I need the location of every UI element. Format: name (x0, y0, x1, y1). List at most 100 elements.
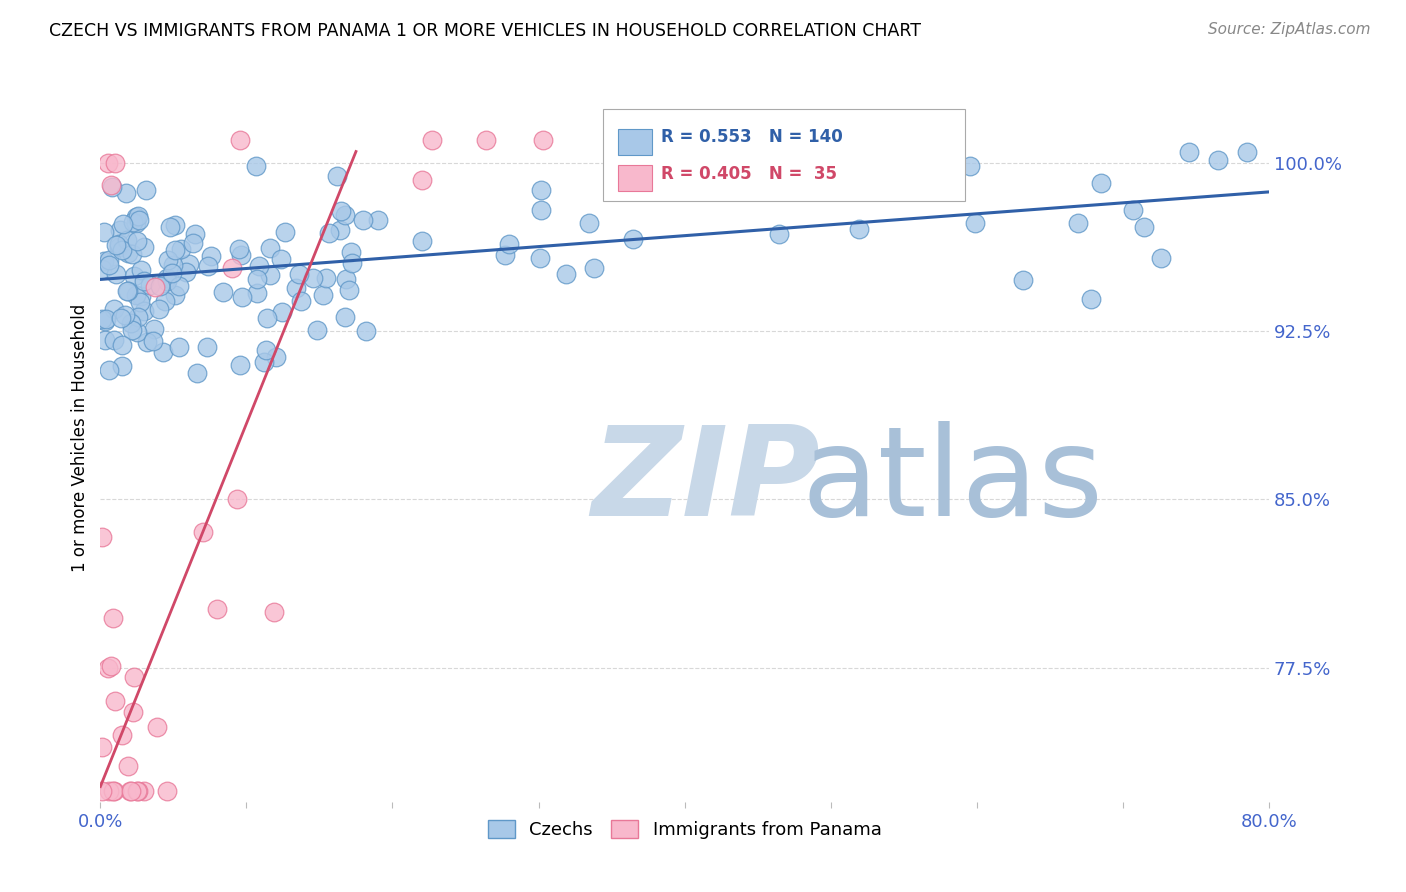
Point (157, 252, 180, 267)
Point (335, 272, 357, 286)
Point (139, 278, 162, 293)
Point (104, 155, 127, 169)
Point (254, 343, 277, 357)
Point (494, 248, 516, 262)
Point (288, 267, 311, 281)
Point (153, 293, 176, 308)
Point (554, 267, 576, 281)
Text: R = 0.553   N = 140: R = 0.553 N = 140 (661, 128, 844, 146)
Point (156, 784, 179, 798)
FancyBboxPatch shape (603, 110, 965, 201)
Point (177, 257, 200, 271)
Point (127, 210, 149, 224)
Point (1178, 145, 1201, 159)
Point (115, 285, 138, 299)
Point (117, 246, 139, 260)
Point (103, 611, 125, 625)
Point (274, 225, 297, 239)
Point (114, 186, 136, 200)
Point (197, 259, 219, 273)
Point (120, 784, 142, 798)
Point (531, 133, 554, 147)
Point (121, 316, 143, 330)
Point (120, 784, 142, 798)
Point (205, 602, 228, 616)
Point (229, 248, 252, 262)
Point (329, 204, 352, 219)
Point (146, 720, 169, 734)
Point (104, 267, 127, 281)
Point (271, 305, 294, 319)
Point (1206, 153, 1229, 168)
Point (94, 333, 117, 347)
Point (1090, 176, 1112, 190)
Text: atlas: atlas (801, 421, 1104, 541)
Point (530, 183, 553, 197)
Point (98, 784, 121, 798)
Point (315, 271, 337, 285)
Point (174, 265, 197, 279)
Point (143, 279, 166, 293)
Point (264, 350, 287, 364)
Point (529, 251, 551, 265)
Point (333, 208, 356, 222)
Point (103, 784, 125, 798)
Point (93, 314, 115, 328)
Point (200, 249, 222, 263)
Point (163, 219, 186, 233)
Point (129, 288, 152, 302)
Point (103, 333, 125, 347)
Point (337, 283, 360, 297)
Point (112, 217, 135, 231)
Point (212, 285, 235, 299)
Point (170, 242, 193, 256)
Point (411, 173, 433, 187)
Point (90, 312, 112, 326)
Point (121, 323, 143, 337)
Point (100, 659, 122, 673)
Point (229, 359, 252, 373)
Point (256, 311, 278, 326)
Point (97, 660, 120, 674)
Point (339, 244, 361, 259)
Point (121, 246, 143, 260)
Point (318, 226, 340, 240)
Point (127, 310, 149, 325)
Point (1122, 203, 1144, 218)
Point (259, 268, 281, 283)
Point (135, 183, 157, 197)
Point (186, 367, 208, 381)
Point (1236, 145, 1258, 159)
Point (325, 169, 347, 183)
Point (107, 239, 129, 253)
Point (290, 293, 312, 308)
Text: CZECH VS IMMIGRANTS FROM PANAMA 1 OR MORE VEHICLES IN HOUSEHOLD CORRELATION CHAR: CZECH VS IMMIGRANTS FROM PANAMA 1 OR MOR… (49, 22, 921, 40)
Point (97, 253, 120, 268)
Point (333, 310, 356, 325)
Point (124, 216, 146, 230)
Point (231, 290, 253, 304)
Point (90, 784, 112, 798)
Point (160, 266, 183, 280)
Point (128, 213, 150, 227)
Point (114, 308, 136, 322)
Legend: Czechs, Immigrants from Panama: Czechs, Immigrants from Panama (482, 814, 887, 845)
Point (93, 254, 115, 268)
Point (132, 784, 155, 798)
Point (143, 321, 166, 335)
Point (245, 159, 267, 173)
Point (111, 728, 134, 742)
Point (127, 784, 149, 798)
Point (132, 274, 155, 288)
Point (135, 334, 157, 349)
Point (195, 340, 218, 354)
Point (169, 340, 191, 354)
Point (128, 294, 150, 309)
Point (90, 262, 112, 277)
Point (122, 705, 145, 719)
Point (498, 237, 520, 252)
Point (768, 227, 790, 241)
Point (94, 312, 117, 326)
Point (163, 244, 186, 258)
Point (583, 261, 606, 276)
